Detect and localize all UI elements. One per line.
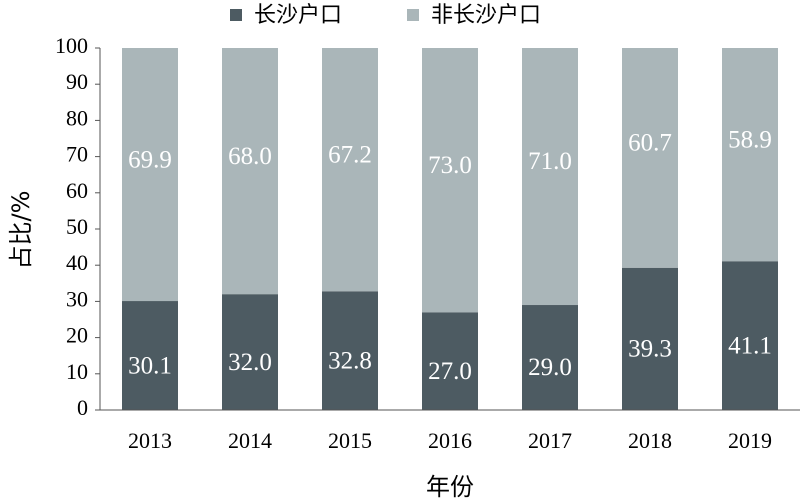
bar-segment — [522, 48, 578, 306]
x-tick-label: 2015 — [328, 428, 372, 453]
y-tick-label: 30 — [66, 286, 88, 311]
value-label: 67.2 — [328, 141, 372, 168]
bar-segment — [622, 267, 678, 410]
y-tick-label: 0 — [77, 395, 88, 420]
y-tick-label: 100 — [55, 33, 88, 58]
bar-segment — [222, 294, 278, 410]
y-tick-label: 40 — [66, 250, 88, 275]
bar-segment — [722, 261, 778, 410]
bar-segment — [122, 301, 178, 410]
y-tick-label: 70 — [66, 142, 88, 167]
bar-segment — [322, 291, 378, 410]
y-tick-label: 10 — [66, 359, 88, 384]
value-label: 73.0 — [428, 152, 472, 179]
bar-segment — [322, 48, 378, 292]
y-tick-label: 20 — [66, 323, 88, 348]
legend-label: 非长沙户口 — [431, 3, 541, 28]
x-axis-title: 年份 — [426, 473, 474, 501]
x-tick-label: 2016 — [428, 428, 472, 453]
y-axis-title: 占比/% — [7, 191, 35, 270]
value-label: 32.8 — [328, 347, 372, 374]
value-label: 71.0 — [528, 148, 572, 175]
bar-segment — [422, 48, 478, 313]
bar-segment — [622, 48, 678, 268]
y-tick-label: 60 — [66, 178, 88, 203]
y-tick-label: 90 — [66, 69, 88, 94]
value-label: 32.0 — [228, 349, 272, 376]
legend-label: 长沙户口 — [254, 3, 342, 28]
y-tick-label: 80 — [66, 105, 88, 130]
x-tick-label: 2014 — [228, 428, 272, 453]
value-label: 29.0 — [528, 354, 572, 381]
y-tick-label: 50 — [66, 214, 88, 239]
bar-segment — [722, 48, 778, 262]
value-label: 41.1 — [728, 332, 772, 359]
bar-segment — [422, 312, 478, 410]
value-label: 30.1 — [128, 352, 172, 379]
x-tick-label: 2013 — [128, 428, 172, 453]
bar-segment — [522, 305, 578, 410]
value-label: 39.3 — [628, 336, 672, 363]
x-tick-label: 2018 — [628, 428, 672, 453]
legend-swatch — [407, 9, 419, 21]
x-tick-label: 2017 — [528, 428, 572, 453]
value-label: 58.9 — [728, 126, 772, 153]
x-tick-label: 2019 — [728, 428, 772, 453]
value-label: 69.9 — [128, 146, 172, 173]
value-label: 68.0 — [228, 143, 272, 170]
bar-segment — [222, 48, 278, 295]
value-label: 27.0 — [428, 358, 472, 385]
bar-segment — [122, 48, 178, 302]
value-label: 60.7 — [628, 130, 672, 157]
legend-swatch — [230, 9, 242, 21]
